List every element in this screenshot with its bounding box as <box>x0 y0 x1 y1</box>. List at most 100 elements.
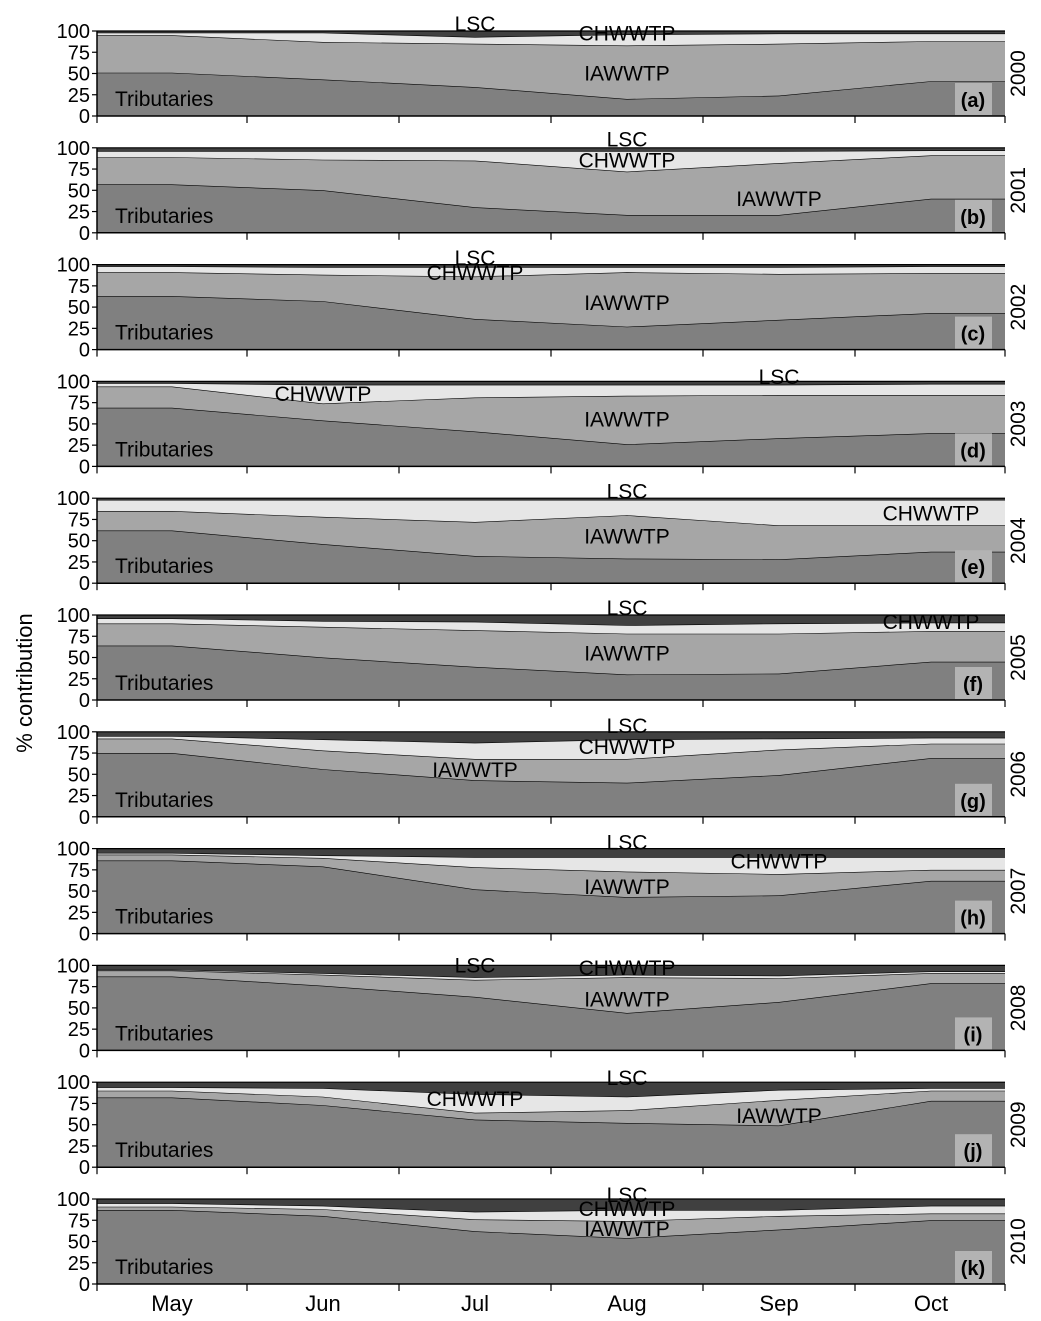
boundary-tributaries <box>97 72 1005 100</box>
area-tributaries <box>97 530 1005 584</box>
year-label: 2000 <box>1007 50 1030 97</box>
area-tributaries <box>97 976 1005 1051</box>
y-tick-label: 25 <box>68 85 90 107</box>
series-label-tributaries: Tributaries <box>115 672 213 695</box>
y-tick-label: 100 <box>57 488 90 510</box>
panel-label-box <box>955 1017 992 1050</box>
area-lsc <box>97 147 1005 152</box>
series-label-lsc: LSC <box>607 832 648 855</box>
area-iawwtp <box>97 155 1005 215</box>
series-label-iawwtp: IAWWTP <box>736 1105 822 1128</box>
panel-label: (a) <box>961 90 985 112</box>
y-tick-label: 75 <box>68 393 90 415</box>
area-chwwtp <box>97 266 1005 277</box>
y-tick-label: 50 <box>68 881 90 903</box>
area-tributaries <box>97 72 1005 116</box>
area-iawwtp <box>97 970 1005 1013</box>
y-tick-label: 0 <box>79 807 90 829</box>
series-label-lsc: LSC <box>607 1184 648 1207</box>
y-tick-label: 50 <box>68 764 90 786</box>
boundary-iawwtp <box>97 34 1005 47</box>
y-tick-label: 50 <box>68 180 90 202</box>
y-tick-label: 25 <box>68 552 90 574</box>
area-chwwtp <box>97 32 1005 46</box>
series-label-lsc: LSC <box>455 247 496 270</box>
panel-label: (g) <box>960 791 986 813</box>
y-tick-label: 75 <box>68 159 90 181</box>
series-label-lsc: LSC <box>607 480 648 503</box>
y-tick-label: 50 <box>68 531 90 553</box>
series-label-chwwtp: CHWWTP <box>579 150 676 173</box>
panel-label: (j) <box>964 1141 983 1163</box>
series-label-chwwtp: CHWWTP <box>427 262 524 285</box>
area-iawwtp <box>97 854 1005 898</box>
year-label: 2008 <box>1007 985 1030 1032</box>
series-label-chwwtp: CHWWTP <box>731 850 828 873</box>
y-tick-label: 50 <box>68 998 90 1020</box>
series-label-iawwtp: IAWWTP <box>736 188 822 211</box>
area-chwwtp <box>97 969 1005 980</box>
year-label: 2007 <box>1007 868 1030 915</box>
area-tributaries <box>97 860 1005 934</box>
area-iawwtp <box>97 1090 1005 1126</box>
y-tick-label: 100 <box>57 1189 90 1211</box>
area-lsc <box>97 381 1005 385</box>
area-tributaries <box>97 1097 1005 1168</box>
y-tick-label: 75 <box>68 977 90 999</box>
series-label-tributaries: Tributaries <box>115 322 213 345</box>
y-tick-label: 100 <box>57 722 90 744</box>
series-label-tributaries: Tributaries <box>115 88 213 111</box>
y-tick-label: 50 <box>68 414 90 436</box>
area-iawwtp <box>97 738 1005 783</box>
y-tick-label: 75 <box>68 1093 90 1115</box>
panel-label-box <box>955 550 992 583</box>
y-tick-label: 75 <box>68 743 90 765</box>
series-label-iawwtp: IAWWTP <box>432 759 518 782</box>
area-lsc <box>97 731 1005 743</box>
area-iawwtp <box>97 623 1005 675</box>
y-tick-label: 100 <box>57 605 90 627</box>
y-tick-label: 25 <box>68 1019 90 1041</box>
panel-label-box <box>955 83 992 115</box>
y-tick-label: 0 <box>79 1157 90 1179</box>
panel-label-box <box>955 199 992 232</box>
y-tick-label: 75 <box>68 509 90 531</box>
area-tributaries <box>97 184 1005 233</box>
series-label-tributaries: Tributaries <box>115 789 213 812</box>
y-tick-label: 75 <box>68 1210 90 1232</box>
area-tributaries <box>97 1210 1005 1284</box>
year-label: 2003 <box>1007 401 1030 448</box>
series-label-chwwtp: CHWWTP <box>579 23 676 46</box>
area-chwwtp <box>97 499 1005 526</box>
series-label-iawwtp: IAWWTP <box>584 1218 670 1241</box>
series-label-iawwtp: IAWWTP <box>584 409 670 432</box>
series-label-iawwtp: IAWWTP <box>584 63 670 86</box>
month-label: Jun <box>305 1291 340 1316</box>
y-tick-label: 25 <box>68 435 90 457</box>
y-tick-label: 0 <box>79 223 90 245</box>
panel-label-box <box>955 667 992 699</box>
area-iawwtp <box>97 386 1005 445</box>
area-tributaries <box>97 753 1005 817</box>
series-label-chwwtp: CHWWTP <box>427 1088 524 1111</box>
y-tick-label: 25 <box>68 318 90 340</box>
series-label-chwwtp: CHWWTP <box>579 736 676 759</box>
y-tick-label: 100 <box>57 839 90 861</box>
series-label-tributaries: Tributaries <box>115 1022 213 1045</box>
y-tick-label: 100 <box>57 371 90 393</box>
panel-label: (b) <box>960 207 986 229</box>
year-label: 2004 <box>1007 517 1030 564</box>
series-label-lsc: LSC <box>455 13 496 36</box>
y-tick-label: 25 <box>68 902 90 924</box>
area-chwwtp <box>97 736 1005 759</box>
area-tributaries <box>97 645 1005 700</box>
y-tick-label: 25 <box>68 202 90 224</box>
year-label: 2005 <box>1007 634 1030 681</box>
y-tick-label: 0 <box>79 924 90 946</box>
